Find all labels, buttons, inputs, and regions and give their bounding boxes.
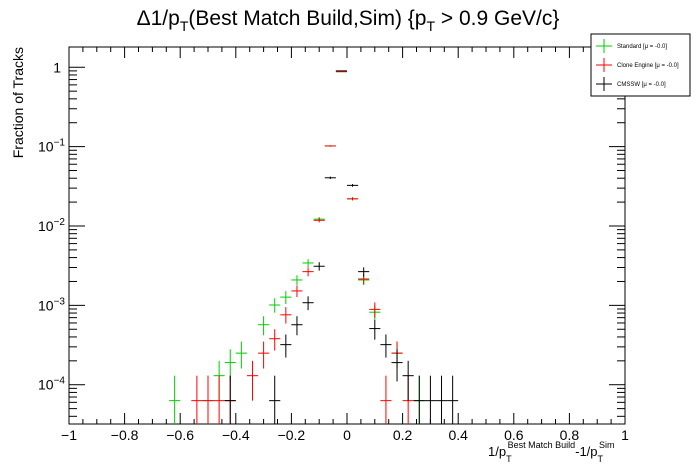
y-tick-label: 10−3 bbox=[38, 296, 65, 313]
data-points bbox=[169, 70, 459, 424]
x-tick-label: 0.8 bbox=[560, 427, 580, 443]
series-cmssw bbox=[224, 70, 459, 424]
x-tick-label: 1 bbox=[621, 427, 629, 443]
y-tick-label: 10−2 bbox=[38, 217, 65, 234]
x-tick-label: 0.2 bbox=[393, 427, 413, 443]
legend: Standard [μ = -0.0] Clone Engine [μ = -0.… bbox=[590, 33, 691, 97]
axis-ticks: −1 −0.8 −0.6 −0.4 −0.2 0 0.2 0.4 0.6 0.8 1 10−4 10−3… bbox=[38, 47, 629, 443]
chart-title: Δ1/pT(Best Match Build,Sim) {pT > 0.9 Ge… bbox=[137, 7, 560, 34]
legend-entry-label: CMSSW [μ = -0.0] bbox=[617, 82, 666, 88]
legend-entry-label: Standard [μ = -0.0] bbox=[617, 44, 667, 50]
y-tick-label: 1 bbox=[53, 59, 61, 75]
x-axis-label: 1/pTBest Match Build-1/pTSim bbox=[488, 440, 615, 464]
x-tick-label: −0.2 bbox=[278, 427, 306, 443]
legend-entry-label: Clone Engine [μ = -0.0] bbox=[617, 63, 679, 69]
x-tick-label: −0.4 bbox=[222, 427, 250, 443]
y-tick-label: 10−1 bbox=[38, 138, 65, 155]
x-tick-label: 0.6 bbox=[504, 427, 524, 443]
y-axis-label: Fraction of Tracks bbox=[10, 47, 26, 158]
series-clone-engine bbox=[191, 71, 414, 424]
y-tick-label: 10−4 bbox=[38, 376, 65, 393]
x-tick-label: 0 bbox=[343, 427, 351, 443]
x-tick-label: −0.8 bbox=[111, 427, 139, 443]
x-tick-label: −0.6 bbox=[166, 427, 194, 443]
x-tick-label: 0.4 bbox=[448, 427, 468, 443]
x-tick-label: −1 bbox=[61, 427, 77, 443]
